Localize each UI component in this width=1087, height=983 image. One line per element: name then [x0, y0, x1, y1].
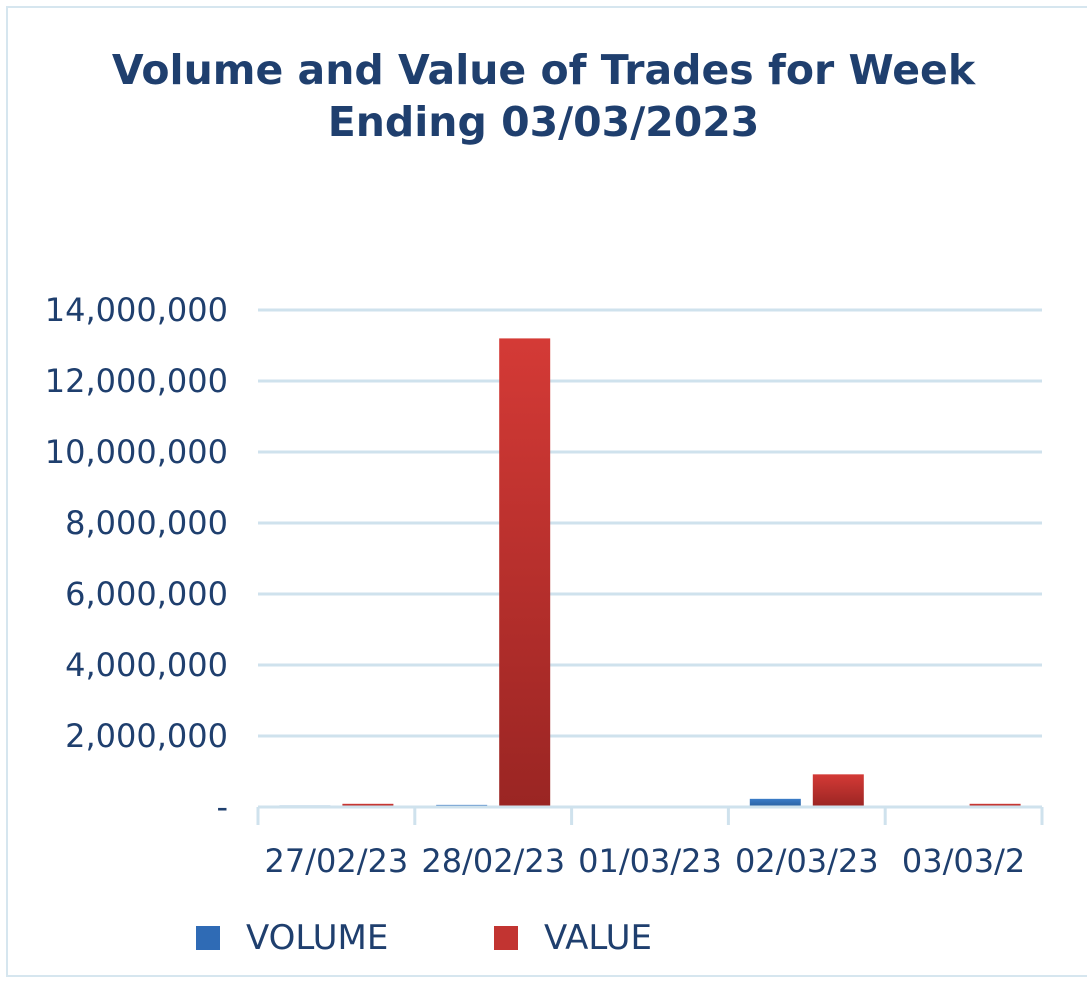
- x-tick-label: 28/02/23: [421, 842, 565, 880]
- x-tick-label: 01/03/23: [578, 842, 722, 880]
- bar-value-1: [499, 338, 551, 807]
- x-axis: [256, 805, 1044, 825]
- y-axis-tick-labels: - 2,000,000 4,000,000 6,000,000 8,000,000 10,…: [45, 291, 228, 826]
- bar-value-3: [812, 774, 864, 807]
- chart-title-line-2: Ending 03/03/2023: [327, 98, 760, 146]
- bar-volume-3: [749, 798, 801, 807]
- x-tick-label: 27/02/23: [265, 842, 409, 880]
- legend-label-volume: VOLUME: [246, 918, 389, 958]
- bars: [279, 338, 1021, 807]
- y-tick-label: -: [216, 788, 228, 826]
- y-tick-label: 8,000,000: [65, 504, 228, 542]
- y-tick-label: 12,000,000: [45, 362, 228, 400]
- gridlines: [258, 308, 1042, 738]
- x-tick-label: 02/03/23: [735, 842, 879, 880]
- legend-item-value: VALUE: [494, 918, 652, 958]
- legend-label-value: VALUE: [544, 918, 652, 958]
- x-tick-label: 03/03/2: [902, 842, 1025, 880]
- x-axis-tick-labels: 27/02/23 28/02/23 01/03/23 02/03/23 03/03/2: [265, 842, 1026, 880]
- legend-swatch-value: [494, 926, 518, 950]
- y-tick-label: 6,000,000: [65, 575, 228, 613]
- y-tick-label: 14,000,000: [45, 291, 228, 329]
- bar-value-0: [342, 803, 394, 807]
- legend-swatch-volume: [196, 926, 220, 950]
- chart-title: Volume and Value of Trades for Week Endi…: [0, 44, 1087, 148]
- bar-value-4: [969, 803, 1021, 807]
- chart-title-line-1: Volume and Value of Trades for Week: [111, 46, 976, 94]
- y-tick-label: 4,000,000: [65, 646, 228, 684]
- legend-item-volume: VOLUME: [196, 918, 388, 958]
- y-tick-label: 2,000,000: [65, 717, 228, 755]
- y-tick-label: 10,000,000: [45, 433, 228, 471]
